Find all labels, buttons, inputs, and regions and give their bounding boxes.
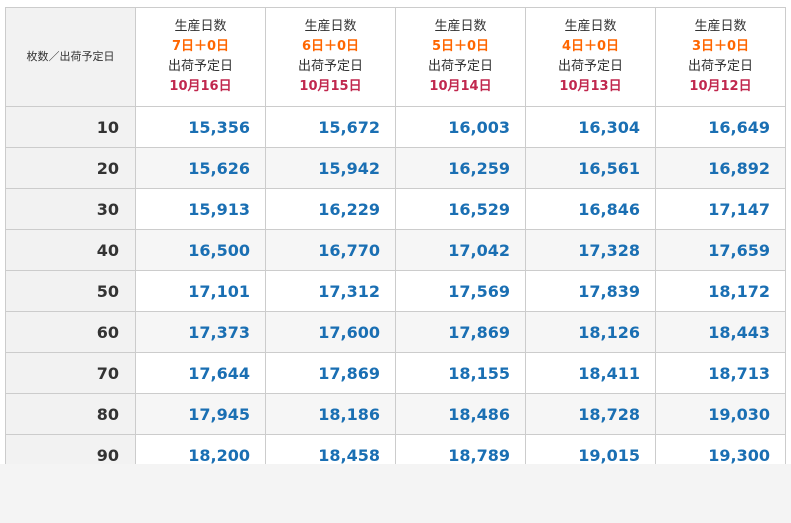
quantity-cell: 50 <box>5 270 136 312</box>
table-row: 80 17,945 18,186 18,486 18,728 19,030 <box>5 393 786 435</box>
price-table: 枚数／出荷予定日 生産日数 7日＋0日 出荷予定日 10月16日 生産日数 6日… <box>5 7 786 464</box>
price-table-viewport: 枚数／出荷予定日 生産日数 7日＋0日 出荷予定日 10月16日 生産日数 6日… <box>0 0 791 464</box>
price-cell[interactable]: 19,015 <box>525 434 656 464</box>
price-cell[interactable]: 17,328 <box>525 229 656 271</box>
price-cell[interactable]: 18,200 <box>135 434 266 464</box>
table-row: 70 17,644 17,869 18,155 18,411 18,713 <box>5 352 786 394</box>
production-days-value: 4日＋0日 <box>561 39 620 54</box>
quantity-cell: 90 <box>5 434 136 464</box>
table-row: 60 17,373 17,600 17,869 18,126 18,443 <box>5 311 786 353</box>
price-cell[interactable]: 16,649 <box>655 106 786 148</box>
column-header-ship-date[interactable]: 生産日数 5日＋0日 出荷予定日 10月14日 <box>395 7 526 107</box>
corner-header: 枚数／出荷予定日 <box>5 7 136 107</box>
price-cell[interactable]: 16,259 <box>395 147 526 189</box>
ship-date-value: 10月13日 <box>559 79 622 94</box>
price-cell[interactable]: 17,147 <box>655 188 786 230</box>
price-cell[interactable]: 17,869 <box>395 311 526 353</box>
price-cell[interactable]: 17,600 <box>265 311 396 353</box>
price-cell[interactable]: 17,659 <box>655 229 786 271</box>
price-cell[interactable]: 17,042 <box>395 229 526 271</box>
price-cell[interactable]: 18,486 <box>395 393 526 435</box>
price-cell[interactable]: 18,458 <box>265 434 396 464</box>
price-cell[interactable]: 16,846 <box>525 188 656 230</box>
price-cell[interactable]: 17,373 <box>135 311 266 353</box>
table-row: 40 16,500 16,770 17,042 17,328 17,659 <box>5 229 786 271</box>
price-cell[interactable]: 18,443 <box>655 311 786 353</box>
ship-date-label: 出荷予定日 <box>687 59 753 74</box>
ship-date-value: 10月12日 <box>689 79 752 94</box>
price-cell[interactable]: 18,713 <box>655 352 786 394</box>
column-header-ship-date[interactable]: 生産日数 7日＋0日 出荷予定日 10月16日 <box>135 7 266 107</box>
price-cell[interactable]: 15,626 <box>135 147 266 189</box>
price-cell[interactable]: 16,561 <box>525 147 656 189</box>
price-cell[interactable]: 16,500 <box>135 229 266 271</box>
column-header-ship-date[interactable]: 生産日数 4日＋0日 出荷予定日 10月13日 <box>525 7 656 107</box>
price-cell[interactable]: 17,945 <box>135 393 266 435</box>
price-cell[interactable]: 15,913 <box>135 188 266 230</box>
production-days-value: 3日＋0日 <box>691 39 750 54</box>
price-cell[interactable]: 16,892 <box>655 147 786 189</box>
price-cell[interactable]: 16,003 <box>395 106 526 148</box>
ship-date-value: 10月16日 <box>169 79 232 94</box>
price-cell[interactable]: 16,529 <box>395 188 526 230</box>
column-header-ship-date[interactable]: 生産日数 3日＋0日 出荷予定日 10月12日 <box>655 7 786 107</box>
production-days-value: 7日＋0日 <box>171 39 230 54</box>
quantity-cell: 20 <box>5 147 136 189</box>
table-row: 30 15,913 16,229 16,529 16,846 17,147 <box>5 188 786 230</box>
ship-date-label: 出荷予定日 <box>297 59 363 74</box>
quantity-cell: 40 <box>5 229 136 271</box>
production-days-label: 生産日数 <box>434 19 487 34</box>
price-cell[interactable]: 16,229 <box>265 188 396 230</box>
ship-date-label: 出荷予定日 <box>427 59 493 74</box>
production-days-label: 生産日数 <box>304 19 357 34</box>
price-cell[interactable]: 16,304 <box>525 106 656 148</box>
ship-date-label: 出荷予定日 <box>167 59 233 74</box>
quantity-cell: 80 <box>5 393 136 435</box>
table-row: 10 15,356 15,672 16,003 16,304 16,649 <box>5 106 786 148</box>
quantity-cell: 10 <box>5 106 136 148</box>
price-cell[interactable]: 19,030 <box>655 393 786 435</box>
price-cell[interactable]: 17,312 <box>265 270 396 312</box>
ship-date-value: 10月14日 <box>429 79 492 94</box>
table-row: 20 15,626 15,942 16,259 16,561 16,892 <box>5 147 786 189</box>
price-cell[interactable]: 15,942 <box>265 147 396 189</box>
production-days-label: 生産日数 <box>564 19 617 34</box>
price-cell[interactable]: 19,300 <box>655 434 786 464</box>
price-cell[interactable]: 17,569 <box>395 270 526 312</box>
price-cell[interactable]: 18,789 <box>395 434 526 464</box>
price-cell[interactable]: 17,101 <box>135 270 266 312</box>
price-cell[interactable]: 15,356 <box>135 106 266 148</box>
price-cell[interactable]: 18,411 <box>525 352 656 394</box>
quantity-cell: 60 <box>5 311 136 353</box>
production-days-label: 生産日数 <box>174 19 227 34</box>
column-header-ship-date[interactable]: 生産日数 6日＋0日 出荷予定日 10月15日 <box>265 7 396 107</box>
ship-date-label: 出荷予定日 <box>557 59 623 74</box>
table-row: 50 17,101 17,312 17,569 17,839 18,172 <box>5 270 786 312</box>
production-days-label: 生産日数 <box>694 19 747 34</box>
price-cell[interactable]: 18,155 <box>395 352 526 394</box>
price-cell[interactable]: 17,644 <box>135 352 266 394</box>
ship-date-value: 10月15日 <box>299 79 362 94</box>
table-header-row: 枚数／出荷予定日 生産日数 7日＋0日 出荷予定日 10月16日 生産日数 6日… <box>5 7 786 107</box>
production-days-value: 5日＋0日 <box>431 39 490 54</box>
quantity-cell: 30 <box>5 188 136 230</box>
price-cell[interactable]: 17,839 <box>525 270 656 312</box>
price-cell[interactable]: 18,126 <box>525 311 656 353</box>
price-cell[interactable]: 17,869 <box>265 352 396 394</box>
price-cell[interactable]: 15,672 <box>265 106 396 148</box>
price-cell[interactable]: 18,186 <box>265 393 396 435</box>
price-cell[interactable]: 18,172 <box>655 270 786 312</box>
price-cell[interactable]: 18,728 <box>525 393 656 435</box>
price-cell[interactable]: 16,770 <box>265 229 396 271</box>
production-days-value: 6日＋0日 <box>301 39 360 54</box>
quantity-cell: 70 <box>5 352 136 394</box>
table-row: 90 18,200 18,458 18,789 19,015 19,300 <box>5 434 786 464</box>
